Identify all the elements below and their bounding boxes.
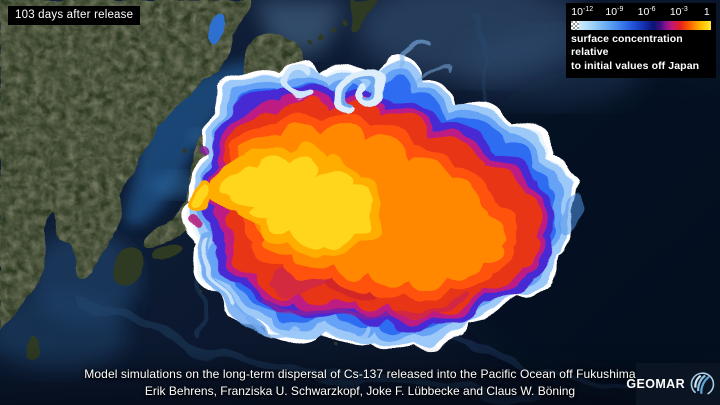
kuril-island (307, 39, 313, 45)
eddy-curls (200, 41, 589, 343)
coastal-purple-spot (196, 145, 206, 155)
legend-description: surface concentration relative to initia… (571, 33, 711, 73)
transparency-checker-swatch (571, 21, 579, 30)
cs137-plume (186, 41, 589, 351)
plume-magenta-squiggle (265, 293, 471, 320)
time-badge: 103 days after release (8, 6, 141, 25)
legend-tick: 1 (703, 6, 710, 18)
geomar-globe-swirl-icon (690, 372, 715, 397)
caption-shade (0, 345, 720, 405)
kuril-island (343, 21, 349, 27)
caption-title-line: Model simulations on the long-term dispe… (84, 366, 636, 381)
shikoku-island (150, 245, 182, 259)
legend-tick: 10-3 (669, 6, 688, 18)
izu-island (199, 290, 203, 294)
geomar-logo: GEOMAR (626, 363, 720, 405)
concentration-legend: 10-12 10-9 10-6 10-3 1 surface concentra… (566, 3, 716, 79)
legend-description-line2: to initial values off Japan (571, 59, 700, 72)
coastal-yellow-spot (194, 184, 219, 217)
legend-tick-labels: 10-12 10-9 10-6 10-3 1 (571, 6, 711, 20)
kuril-island (331, 27, 337, 33)
legend-tick: 10-12 (571, 6, 594, 18)
kyushu-island (114, 246, 144, 288)
sado-island (182, 147, 188, 153)
legend-tick: 10-6 (637, 6, 656, 18)
lake-khanka (209, 14, 225, 44)
legend-tick: 10-9 (605, 6, 624, 18)
kuril-island (319, 33, 325, 39)
geomar-logo-text: GEOMAR (626, 377, 685, 391)
coastal-magenta-spot (192, 219, 202, 229)
colorbar-gradient (571, 21, 711, 30)
caption-authors-line: Erik Behrens, Franziska U. Schwarzkopf, … (144, 383, 576, 398)
legend-description-line1: surface concentration relative (571, 33, 683, 59)
sakhalin-island (350, 0, 378, 33)
plume-yellow (212, 141, 379, 257)
video-caption: Model simulations on the long-term dispe… (0, 366, 720, 400)
